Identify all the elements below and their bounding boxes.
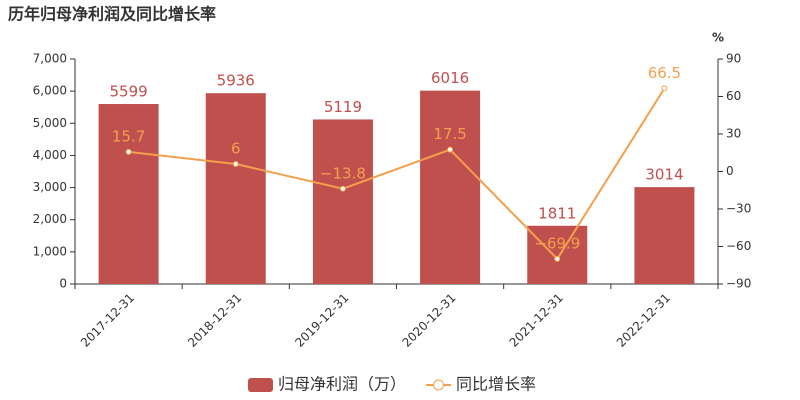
- x-tick-label: 2018-12-31: [185, 291, 244, 350]
- line: [128, 87, 666, 261]
- line-value-label: 6: [231, 140, 241, 158]
- y2-tick-label: −90: [726, 277, 751, 291]
- bar: [98, 104, 159, 285]
- legend-swatch[interactable]: [433, 379, 445, 391]
- x-tick-label: 2017-12-31: [78, 291, 137, 350]
- line-value-label: 15.7: [112, 127, 145, 145]
- x-tick-label: 2019-12-31: [292, 291, 351, 350]
- line-point: [232, 161, 239, 167]
- line-point: [554, 255, 561, 262]
- line-point: [661, 85, 668, 92]
- y-tick-label: 6,000: [33, 84, 67, 98]
- bar: [420, 90, 481, 284]
- bar-value-label: 5599: [109, 83, 147, 101]
- legend-label[interactable]: 同比增长率: [456, 375, 536, 394]
- legend-label[interactable]: 归母净利润（万）: [278, 375, 406, 394]
- line-point: [339, 185, 346, 192]
- legend-swatch[interactable]: [248, 378, 273, 392]
- line-value-label: 66.5: [648, 64, 681, 82]
- y-tick-label: 0: [59, 277, 67, 291]
- y2-tick-label: −30: [726, 202, 751, 216]
- x-tick-label: 2021-12-31: [507, 291, 566, 350]
- bar-value-label: 1811: [538, 204, 576, 222]
- line-value-label: −13.8: [320, 164, 366, 182]
- line-point: [447, 146, 454, 153]
- y-tick-label: 3,000: [33, 180, 67, 194]
- y-tick-label: 7,000: [33, 52, 67, 66]
- y2-unit: %: [712, 31, 724, 45]
- y2-tick-label: 90: [726, 52, 741, 66]
- bar-value-label: 5119: [324, 98, 362, 116]
- y2-tick-label: −60: [726, 239, 751, 253]
- line-value-label: −69.9: [534, 234, 580, 252]
- y-tick-label: 1,000: [33, 244, 67, 258]
- line-value-label: 17.5: [433, 125, 466, 143]
- y2-tick-label: 30: [726, 127, 741, 141]
- bar: [527, 225, 588, 284]
- bar-value-label: 5936: [217, 72, 255, 90]
- bar-value-label: 3014: [645, 166, 683, 184]
- bar-value-label: 6016: [431, 69, 469, 87]
- y-tick-label: 2,000: [33, 212, 67, 226]
- bar: [205, 93, 266, 284]
- y-tick-label: 4,000: [33, 148, 67, 162]
- y2-tick-label: 0: [726, 164, 734, 178]
- y-tick-label: 5,000: [33, 116, 67, 130]
- chart-title: 历年归母净利润及同比增长率: [8, 5, 216, 24]
- bar: [634, 187, 695, 284]
- bar: [312, 119, 373, 284]
- x-tick-label: 2020-12-31: [399, 291, 458, 350]
- y2-tick-label: 60: [726, 89, 741, 103]
- line-point: [125, 148, 132, 155]
- x-tick-label: 2022-12-31: [614, 291, 673, 350]
